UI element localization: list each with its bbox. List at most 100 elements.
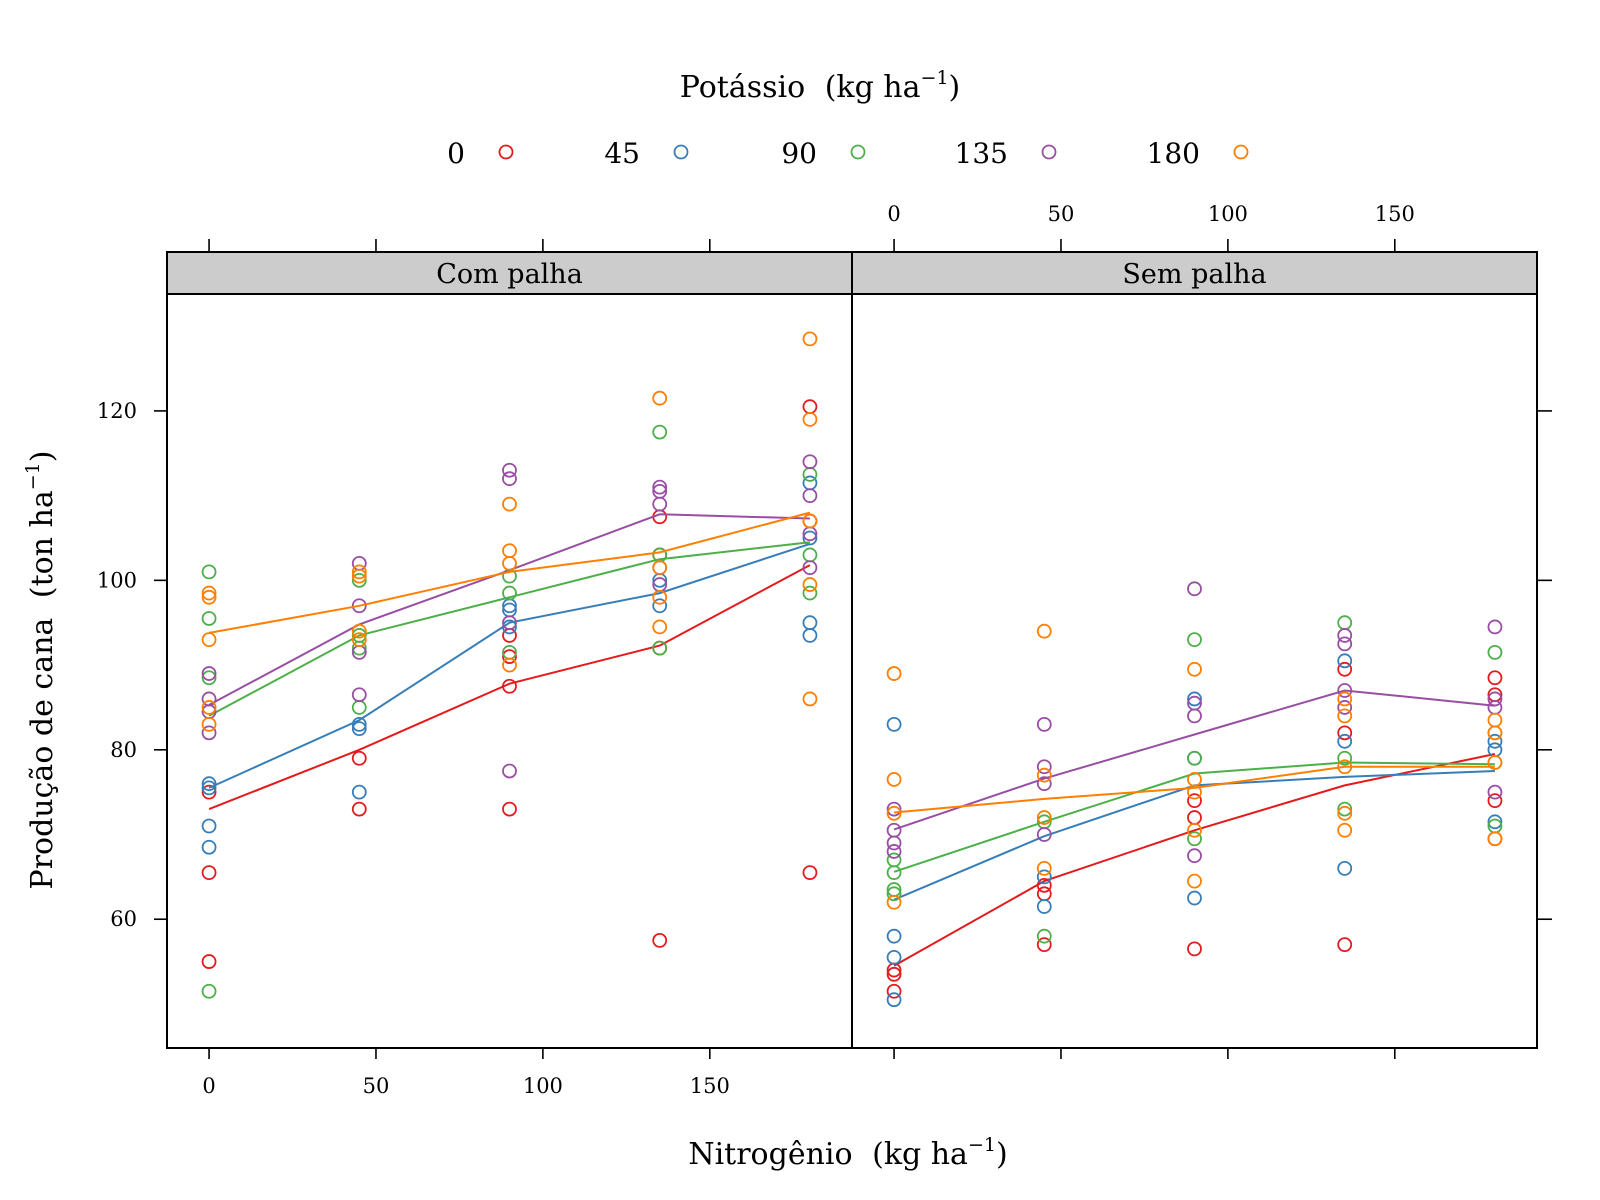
data-point (351, 750, 367, 766)
data-point (201, 585, 217, 601)
panel-strip (166, 251, 853, 295)
data-point (886, 772, 902, 787)
x-tick-label: 150 (690, 1074, 730, 1098)
data-point (802, 585, 818, 601)
data-point (1036, 827, 1052, 842)
data-point (1187, 784, 1202, 800)
data-point (1487, 725, 1503, 741)
data-point (802, 454, 818, 470)
data-point (886, 801, 902, 817)
series-90 (886, 615, 1503, 944)
data-point (1187, 661, 1202, 677)
data-point (351, 564, 367, 580)
legend-title: Potássio (kg ha−1) (680, 67, 961, 105)
data-point (1487, 619, 1503, 635)
data-point (886, 966, 902, 982)
data-point (802, 331, 818, 347)
legend-marker-45 (673, 144, 689, 160)
data-point (886, 822, 902, 838)
data-point (1487, 700, 1503, 715)
x-tick-label: 50 (1048, 202, 1075, 226)
data-point (502, 615, 517, 631)
series-line (208, 542, 811, 789)
legend-title-sup: −1 (921, 67, 949, 89)
data-point (351, 801, 367, 817)
data-point (886, 666, 902, 681)
data-point (1487, 712, 1503, 728)
data-point (502, 801, 517, 817)
data-point (802, 577, 818, 592)
series-line (893, 770, 1495, 901)
data-point (1337, 801, 1353, 817)
x-tick-label: 50 (363, 1074, 390, 1098)
series-line (208, 513, 810, 706)
data-point (201, 776, 217, 792)
data-point (886, 992, 902, 1008)
data-point (201, 839, 217, 855)
data-point (1187, 831, 1202, 847)
series-45 (201, 475, 818, 855)
panels: Com palha 0 50 100 150 60 80 100 120 Sem palha 0 50… (97, 202, 1552, 1098)
data-point (351, 568, 367, 584)
data-point (351, 716, 367, 732)
series-135 (201, 454, 818, 779)
legend-title-close: ) (949, 70, 961, 105)
data-point (1337, 822, 1353, 838)
panel-2: Sem palha 0 50 100 150 (851, 202, 1552, 1059)
data-point (1187, 793, 1202, 809)
data-point (1036, 886, 1052, 902)
data-point (502, 471, 517, 487)
data-point (201, 700, 217, 715)
panel-1: Com palha 0 50 100 150 60 80 100 120 (97, 239, 853, 1098)
data-point (351, 632, 367, 648)
data-point (1337, 700, 1353, 715)
data-point (886, 805, 902, 821)
data-point (1337, 636, 1353, 652)
series-line (893, 761, 1495, 873)
data-point (351, 700, 367, 715)
data-point (1337, 653, 1353, 669)
data-point (1487, 733, 1503, 749)
data-point (1487, 831, 1503, 847)
data-point (351, 572, 367, 588)
data-point (1337, 661, 1353, 677)
data-point (351, 784, 367, 800)
data-point (886, 716, 902, 732)
data-point (201, 589, 217, 605)
data-point (652, 598, 668, 614)
data-point (1187, 822, 1202, 838)
data-point (1337, 750, 1353, 766)
legend-entries: 0 45 90 135 180 (447, 137, 1249, 170)
y-axis-title-sup: −1 (22, 462, 44, 490)
series-90 (201, 424, 818, 999)
legend-label-135: 135 (955, 137, 1008, 170)
data-point (652, 640, 668, 656)
y-tick-label: 60 (110, 907, 137, 931)
data-point (886, 835, 902, 851)
x-tick-label: 150 (1375, 202, 1415, 226)
panel-strip-label: Com palha (436, 259, 583, 290)
data-point (652, 479, 668, 495)
data-point (886, 894, 902, 910)
data-point (1487, 784, 1503, 800)
legend-marker-0 (498, 144, 514, 160)
x-tick-label: 0 (202, 1074, 215, 1098)
series-180 (886, 623, 1503, 910)
data-point (886, 983, 902, 999)
data-point (886, 949, 902, 965)
data-point (1036, 810, 1052, 825)
series-line (208, 511, 811, 634)
legend: Potássio (kg ha−1) 0 45 90 135 180 (447, 67, 1249, 170)
x-tick-label: 100 (523, 1074, 563, 1098)
legend-marker-180 (1233, 144, 1249, 160)
data-point (502, 543, 517, 559)
data-point (201, 818, 217, 834)
series-line (894, 765, 1495, 814)
y-tick-label: 100 (97, 568, 137, 592)
data-point (201, 611, 217, 626)
series-0 (886, 661, 1503, 999)
panel-strip-label: Sem palha (1122, 259, 1266, 290)
data-point (502, 496, 517, 512)
legend-title-unit: (kg ha (825, 70, 921, 105)
legend-label-0: 0 (447, 137, 465, 170)
